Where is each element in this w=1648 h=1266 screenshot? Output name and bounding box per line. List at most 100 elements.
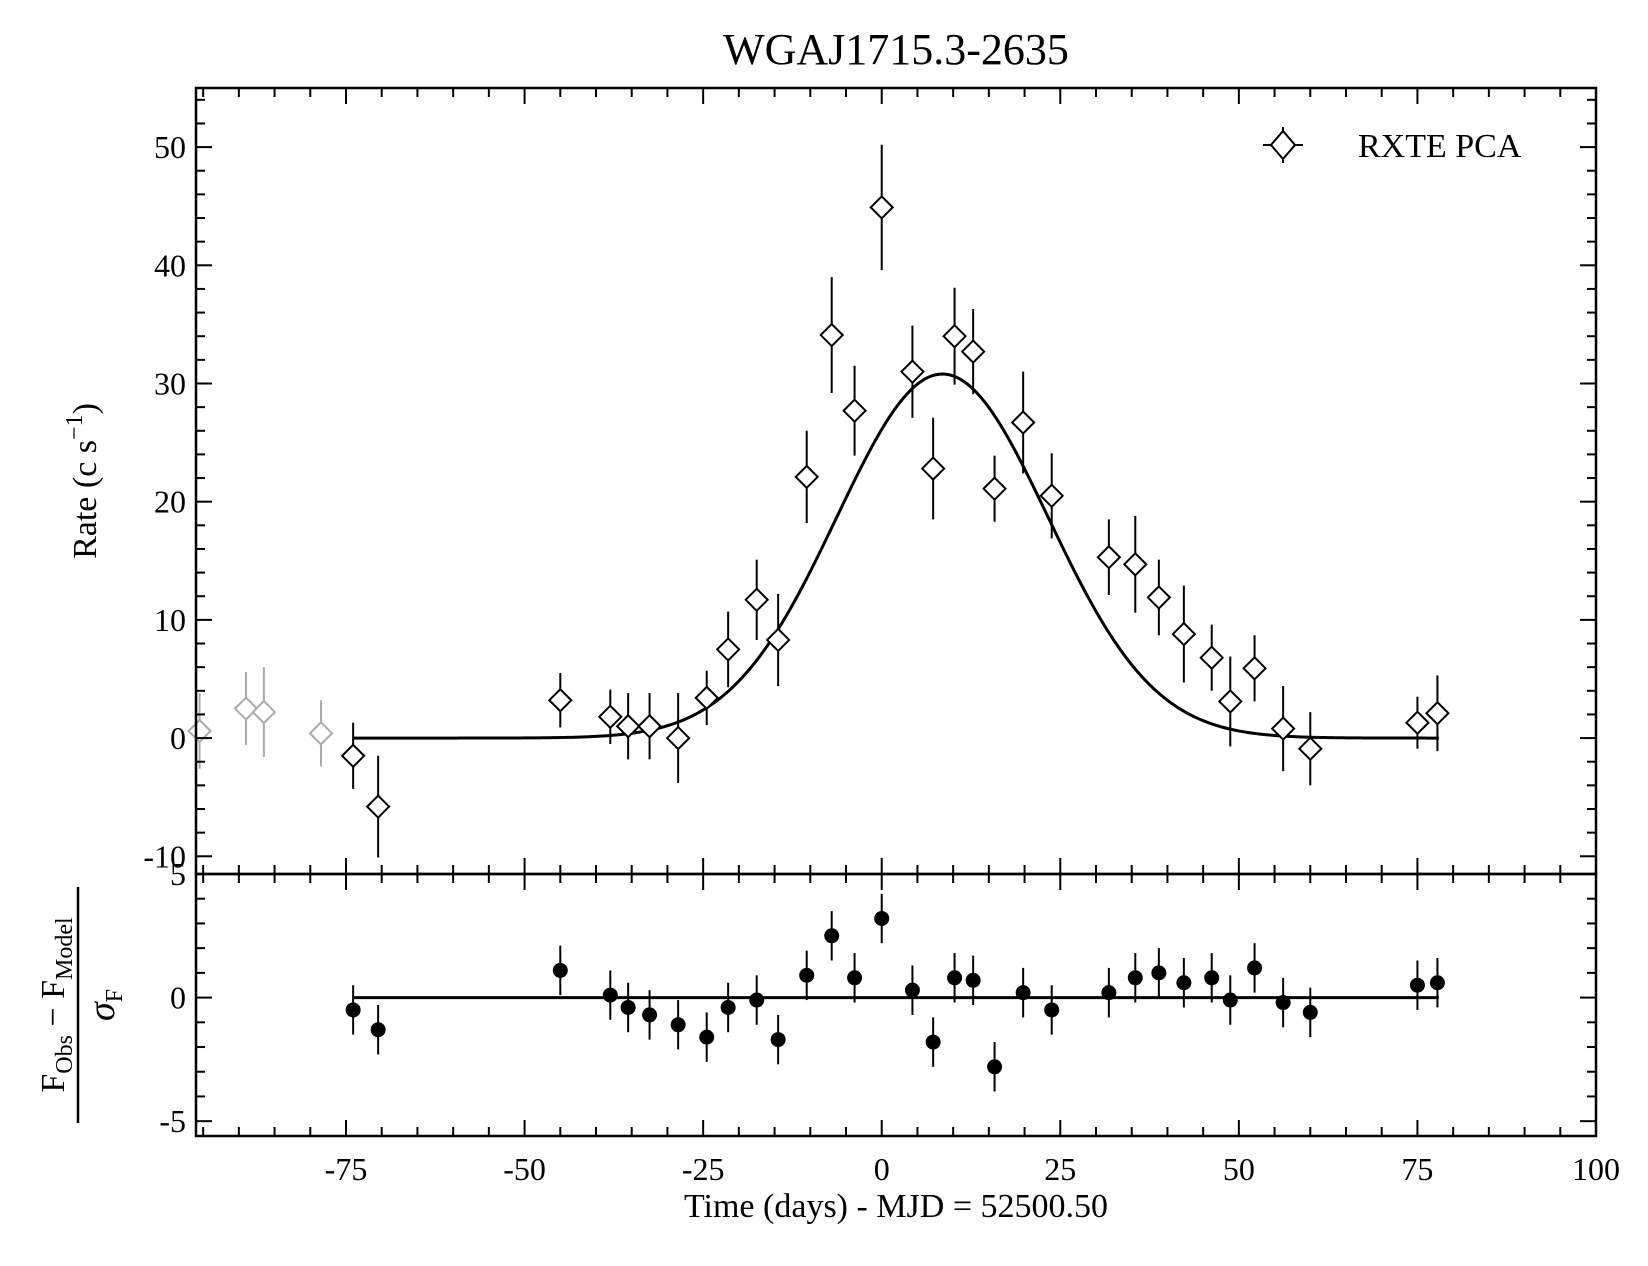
data-point bbox=[819, 322, 845, 348]
bottom-ylabel-minus: − F bbox=[35, 980, 72, 1035]
residual-point bbox=[847, 970, 863, 986]
data-point bbox=[715, 637, 741, 662]
bottom-ylabel-numerator: FObs − FModel bbox=[35, 917, 78, 1093]
data-point bbox=[982, 476, 1007, 502]
data-point bbox=[842, 398, 867, 424]
top-ytick-label: 10 bbox=[154, 602, 186, 638]
top-ytick-label: 40 bbox=[154, 247, 186, 283]
residual-point bbox=[987, 1059, 1003, 1075]
xtick-label: -50 bbox=[503, 1151, 546, 1187]
residual-point bbox=[602, 987, 618, 1003]
residual-point bbox=[947, 970, 963, 986]
residual-point bbox=[925, 1034, 941, 1050]
excluded-point bbox=[233, 696, 259, 721]
bottom-ticks bbox=[196, 873, 1597, 1136]
residual-point bbox=[799, 967, 815, 983]
residual-point bbox=[345, 1002, 361, 1018]
xtick-label: -25 bbox=[682, 1151, 725, 1187]
bottom-ytick-label: -5 bbox=[159, 1103, 186, 1139]
top-ytick-label: 50 bbox=[154, 129, 186, 165]
residual-point bbox=[1044, 1002, 1060, 1018]
residual-point bbox=[642, 1007, 658, 1023]
residual-point bbox=[370, 1022, 386, 1038]
data-point bbox=[1217, 689, 1243, 714]
legend: RXTE PCA bbox=[1263, 127, 1522, 165]
data-point bbox=[1010, 410, 1036, 435]
data-point bbox=[615, 713, 641, 739]
bottom-ytick-labels: -5 0 5 bbox=[159, 856, 186, 1139]
residual-point bbox=[1101, 985, 1117, 1001]
legend-label: RXTE PCA bbox=[1358, 128, 1522, 165]
residual-point bbox=[670, 1017, 686, 1033]
data-point bbox=[1146, 585, 1172, 610]
residual-point bbox=[1151, 965, 1167, 981]
data-point bbox=[794, 464, 820, 490]
top-ylabel-sup: −1 bbox=[62, 414, 88, 440]
data-point bbox=[1199, 645, 1225, 671]
bottom-xtick-labels: -75 -50 -25 0 25 50 75 100 bbox=[325, 1151, 1620, 1187]
data-point bbox=[547, 687, 573, 713]
data-point bbox=[942, 323, 967, 349]
excluded-point bbox=[308, 720, 334, 746]
data-point bbox=[1096, 544, 1122, 570]
residual-point bbox=[1302, 1004, 1318, 1020]
data-point bbox=[637, 713, 662, 739]
excluded-point bbox=[251, 699, 277, 725]
residual-point bbox=[620, 999, 636, 1015]
top-data-area bbox=[187, 144, 1450, 858]
residual-point bbox=[1429, 975, 1445, 991]
xtick-label: 25 bbox=[1044, 1151, 1076, 1187]
data-point bbox=[1242, 655, 1267, 681]
data-point bbox=[1122, 551, 1148, 577]
bottom-plot-frame bbox=[194, 872, 1598, 1138]
data-point bbox=[1171, 621, 1197, 647]
top-ylabel: Rate (c s−1) bbox=[62, 403, 104, 559]
data-point bbox=[920, 456, 946, 482]
data-point bbox=[960, 339, 986, 364]
residual-point bbox=[749, 992, 765, 1008]
data-point bbox=[694, 685, 720, 711]
bottom-ylabel-denominator: σF bbox=[81, 989, 128, 1021]
residual-point bbox=[1127, 970, 1143, 986]
model-curve bbox=[353, 372, 1439, 740]
residual-point bbox=[904, 982, 920, 998]
data-point bbox=[1405, 710, 1430, 736]
top-ytick-labels: -10 0 10 20 30 40 50 bbox=[143, 129, 186, 874]
xtick-label: 50 bbox=[1223, 1151, 1255, 1187]
top-ytick-label: 0 bbox=[170, 720, 186, 756]
residual-point bbox=[965, 972, 981, 988]
residual-point bbox=[1015, 985, 1031, 1001]
excluded-point bbox=[187, 718, 212, 744]
data-point bbox=[1297, 736, 1323, 762]
bottom-panel: -505 -75 -50 -25 0 25 50 75 100 FObs − FModel σ… bbox=[35, 856, 1620, 1225]
residual-point bbox=[874, 910, 890, 926]
top-ytick-label: 20 bbox=[154, 484, 186, 520]
data-point bbox=[1425, 700, 1450, 726]
top-panel: -10 0 10 20 30 40 50 Rate (c s−1) RXTE PCA bbox=[62, 86, 1598, 876]
bottom-ylabel-sub-obs: Obs bbox=[52, 1035, 78, 1074]
xtick-label: 100 bbox=[1572, 1151, 1620, 1187]
data-point bbox=[1039, 483, 1065, 509]
xtick-label: 0 bbox=[874, 1151, 890, 1187]
data-point bbox=[597, 704, 623, 730]
top-ylabel-close: ) bbox=[67, 403, 104, 414]
bottom-ylabel-sub-f: F bbox=[102, 989, 128, 1002]
top-plot-frame bbox=[194, 86, 1598, 876]
bottom-ylabel-sub-model: Model bbox=[52, 917, 78, 980]
residual-point bbox=[1204, 970, 1220, 986]
data-point bbox=[900, 359, 925, 385]
data-point bbox=[765, 627, 791, 653]
residual-point bbox=[552, 962, 568, 978]
top-ticks bbox=[196, 88, 1597, 874]
data-point bbox=[365, 794, 391, 820]
data-point bbox=[665, 725, 691, 751]
residual-point bbox=[720, 999, 736, 1015]
residual-point bbox=[824, 928, 840, 944]
residual-point bbox=[1409, 977, 1425, 993]
data-point bbox=[869, 194, 895, 220]
chart-title: WGAJ1715.3-2635 bbox=[723, 25, 1069, 74]
top-ytick-label: 30 bbox=[154, 365, 186, 401]
residual-point bbox=[770, 1032, 786, 1048]
data-point bbox=[1270, 716, 1296, 742]
